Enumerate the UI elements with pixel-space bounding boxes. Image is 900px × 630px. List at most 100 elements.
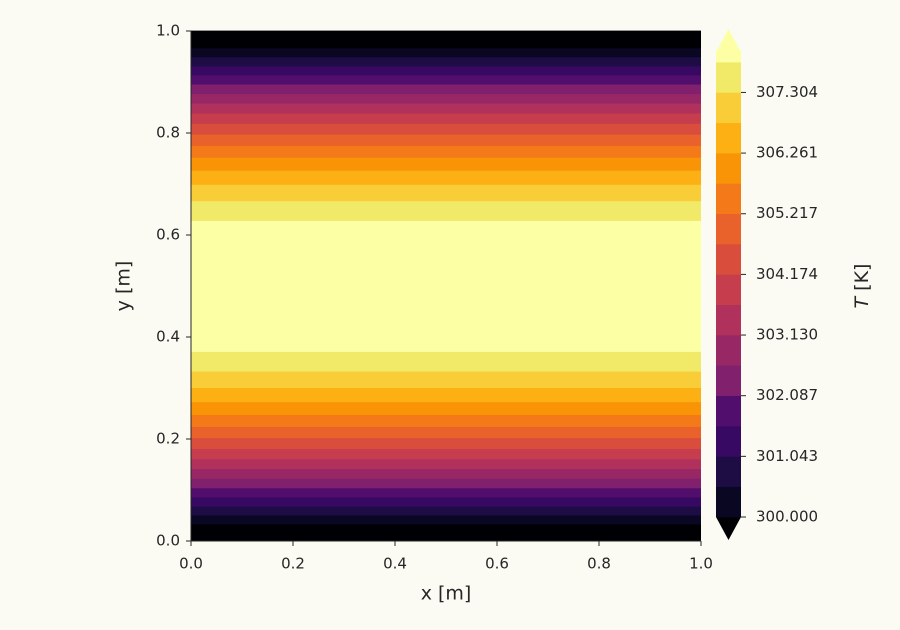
contour-band [191,523,701,529]
contour-band [191,47,701,57]
contour-band [191,183,701,198]
colorbar-tick-label: 304.174 [756,265,818,283]
y-tick-label: 0.8 [156,124,180,142]
colorbar-title: T [K] [851,264,873,309]
contour-band [191,414,701,427]
contour-band [191,505,701,516]
colorbar-band [716,274,741,306]
contour-band [191,448,701,453]
colorbar-symbol: T [851,295,873,308]
contour-band [191,156,701,159]
contour-band [191,438,701,449]
contour-band [191,496,701,504]
contour-band [191,74,701,83]
contour-band [191,272,701,287]
contour-band [191,502,701,507]
contour-band [191,437,701,440]
contour-band [191,477,701,489]
contour-band [191,170,701,185]
contour-band [191,145,701,158]
colorbar-unit: [K] [851,264,873,291]
contour-band [191,527,701,542]
contour-band [191,169,701,172]
contour-band [191,489,701,498]
colorbar-band [716,51,741,63]
contour-band [191,221,701,236]
contour-band [191,336,701,351]
contour-band [191,413,701,416]
contour-band [191,464,701,470]
colorbar-band [716,61,741,93]
contour-band [191,476,701,479]
contour-band [191,468,701,478]
contour-band [191,30,701,45]
colorbar-band [716,183,741,215]
contour-band [191,247,701,261]
contour-band [191,133,701,146]
colorbar-tick-label: 305.217 [756,204,818,222]
colorbar-band [716,304,741,336]
colorbar-band [716,213,741,245]
contour-band [191,132,701,135]
y-tick-label: 0.2 [156,430,180,448]
contour-band [191,451,701,460]
contour-band [191,370,701,376]
contour-band [191,107,701,114]
contour-band [191,487,701,491]
contour-band [191,200,701,210]
colorbar-band [716,92,741,124]
x-tick-label: 0.8 [587,555,611,573]
contour-band [191,81,701,85]
y-tick-label: 0.6 [156,226,180,244]
x-tick-label: 0.0 [179,555,203,573]
contour-band [191,119,701,124]
contour-band [191,112,701,121]
contour-band [191,65,701,70]
contour-band [191,234,701,249]
colorbar-under [716,517,741,540]
contour-band [191,196,701,202]
colorbar-band [716,152,741,184]
colorbar-tick-label: 301.043 [756,447,818,465]
contour-band [191,56,701,67]
y-tick-label: 0.0 [156,532,180,550]
y-tick-label: 1.0 [156,22,180,40]
colorbar-band [716,486,741,518]
contour-band [191,209,701,221]
contour-band [191,94,701,104]
contour-band [191,298,701,312]
contour-band [191,458,701,465]
contour-band [191,387,701,402]
contour-band [191,68,701,76]
colorbar-band [716,243,741,275]
y-tick-label: 0.4 [156,328,180,346]
x-tick-label: 0.2 [281,555,305,573]
y-axis-title: y [m] [113,261,135,312]
colorbar-band [716,365,741,396]
colorbar-tick-label: 303.130 [756,326,818,344]
contour-band [191,349,701,352]
colorbar-band [716,425,741,457]
colorbar-tick-label: 302.087 [756,386,818,404]
contour-band [191,426,701,439]
colorbar-tick-label: 306.261 [756,144,818,162]
contour-band [191,374,701,389]
colorbar-band [716,395,741,427]
contour-band [191,102,701,108]
contour-band [191,93,701,96]
colorbar-band [716,456,741,487]
x-tick-label: 0.4 [383,555,407,573]
contour-band [191,83,701,95]
x-tick-label: 0.6 [485,555,509,573]
contour-band [191,400,701,403]
colorbar-tick-label: 307.304 [756,83,818,101]
contour-band [191,260,701,274]
colorbar-over [716,29,741,52]
contour-band [191,43,701,49]
contour-band [191,401,701,414]
contour-band [191,515,701,525]
colorbar-tick-label: 300.000 [756,508,818,526]
contour-band [191,323,701,338]
contour-band [191,285,701,300]
